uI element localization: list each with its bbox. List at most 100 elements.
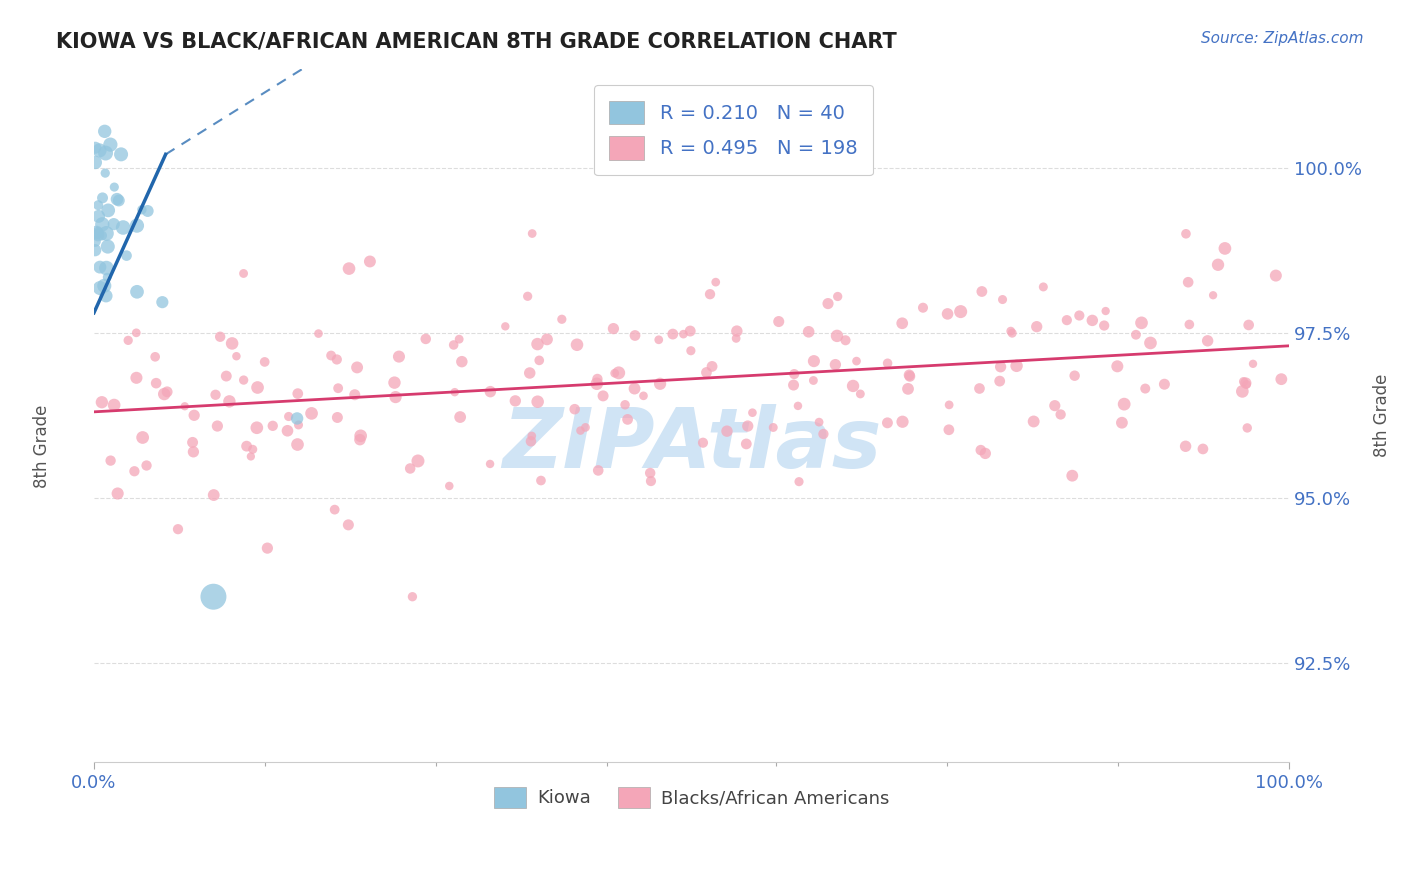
Point <box>494 319 516 334</box>
Point <box>782 378 804 392</box>
Point <box>1001 326 1024 340</box>
Point <box>1081 313 1104 327</box>
Point <box>150 295 173 310</box>
Point <box>89 281 111 295</box>
Point <box>735 437 758 451</box>
Point <box>827 289 849 303</box>
Point <box>1241 357 1264 371</box>
Point <box>813 427 835 442</box>
Point <box>183 445 205 459</box>
Point <box>1270 372 1292 386</box>
Point <box>115 249 138 263</box>
Point <box>648 333 671 347</box>
Point <box>526 394 548 409</box>
Point <box>834 333 856 347</box>
Point <box>783 367 806 381</box>
Point <box>89 144 111 158</box>
Point <box>124 464 146 478</box>
Point <box>103 217 125 231</box>
Point <box>1125 327 1147 342</box>
Text: 8th Grade: 8th Grade <box>34 404 51 488</box>
Point <box>359 254 381 268</box>
Point <box>648 376 671 391</box>
Point <box>479 457 502 471</box>
Point <box>221 336 243 351</box>
Point <box>277 409 299 424</box>
Point <box>239 450 262 464</box>
Point <box>520 434 543 449</box>
Point <box>108 194 131 208</box>
Point <box>1197 334 1219 348</box>
Point <box>1107 359 1129 374</box>
Point <box>526 337 548 351</box>
Point <box>1000 324 1022 338</box>
Point <box>1236 421 1258 435</box>
Point <box>276 424 298 438</box>
Point <box>91 191 114 205</box>
Point <box>990 359 1012 374</box>
Point <box>94 146 117 161</box>
Point <box>522 227 544 241</box>
Point <box>762 420 785 434</box>
Point <box>343 388 366 402</box>
Point <box>716 424 738 438</box>
Point <box>938 423 960 437</box>
Point <box>86 226 108 240</box>
Point <box>350 429 373 443</box>
Point <box>287 437 309 451</box>
Point <box>112 220 135 235</box>
Point <box>87 210 110 224</box>
Point <box>1213 241 1236 255</box>
Point <box>1139 335 1161 350</box>
Point <box>107 486 129 500</box>
Point <box>520 429 543 443</box>
Point <box>262 418 284 433</box>
Point <box>125 371 148 385</box>
Point <box>90 395 112 409</box>
Point <box>787 399 810 413</box>
Point <box>183 409 205 423</box>
Point <box>135 458 157 473</box>
Point <box>602 321 624 335</box>
Point <box>143 350 166 364</box>
Point <box>530 474 553 488</box>
Point <box>1192 442 1215 456</box>
Point <box>1005 359 1028 373</box>
Point <box>938 398 960 412</box>
Point <box>415 332 437 346</box>
Point <box>988 374 1011 388</box>
Point <box>84 243 107 257</box>
Point <box>86 225 108 239</box>
Point <box>936 307 959 321</box>
Point <box>285 411 308 425</box>
Point <box>87 227 110 242</box>
Point <box>876 356 898 370</box>
Point <box>1063 368 1085 383</box>
Point <box>105 192 128 206</box>
Point <box>633 389 655 403</box>
Point <box>388 350 411 364</box>
Point <box>349 433 371 447</box>
Point <box>384 376 406 390</box>
Point <box>91 217 114 231</box>
Point <box>232 373 254 387</box>
Point <box>623 382 645 396</box>
Point <box>1049 408 1071 422</box>
Point <box>232 267 254 281</box>
Point <box>131 202 153 217</box>
Point <box>323 502 346 516</box>
Point <box>103 180 125 194</box>
Point <box>328 381 350 395</box>
Y-axis label: 8th Grade: 8th Grade <box>1374 374 1391 457</box>
Point <box>704 275 727 289</box>
Point <box>84 234 107 248</box>
Point <box>125 285 148 299</box>
Point <box>1236 377 1258 392</box>
Point <box>1094 304 1116 318</box>
Point <box>202 488 225 502</box>
Point <box>93 278 115 293</box>
Point <box>616 412 638 426</box>
Point <box>529 353 551 368</box>
Point <box>1264 268 1286 283</box>
Point <box>91 228 114 243</box>
